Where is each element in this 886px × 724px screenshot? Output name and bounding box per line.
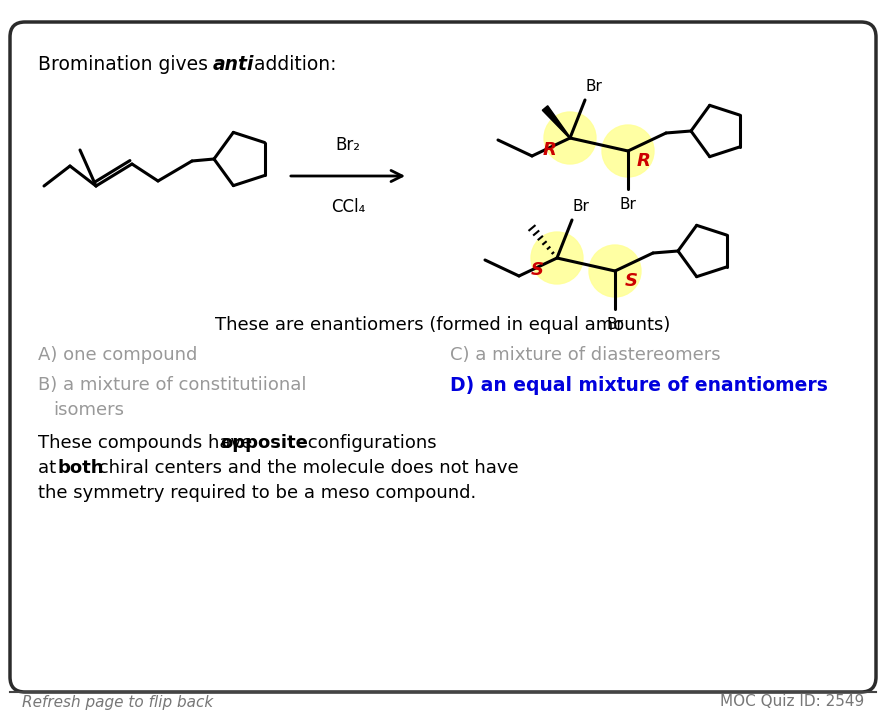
- Text: both: both: [58, 459, 105, 477]
- Text: opposite: opposite: [220, 434, 307, 452]
- Text: Br: Br: [586, 79, 602, 94]
- Text: anti: anti: [213, 54, 254, 74]
- Text: R: R: [637, 152, 651, 170]
- Circle shape: [531, 232, 583, 284]
- Text: These are enantiomers (formed in equal amounts): These are enantiomers (formed in equal a…: [215, 316, 671, 334]
- Circle shape: [602, 125, 654, 177]
- Text: C) a mixture of diastereomers: C) a mixture of diastereomers: [450, 346, 720, 364]
- Text: isomers: isomers: [53, 401, 124, 419]
- Text: Br: Br: [573, 199, 590, 214]
- Text: R: R: [543, 141, 557, 159]
- Text: S: S: [531, 261, 543, 279]
- Text: A) one compound: A) one compound: [38, 346, 198, 364]
- Text: MOC Quiz ID: 2549: MOC Quiz ID: 2549: [719, 694, 864, 710]
- Text: B) a mixture of constitutiional: B) a mixture of constitutiional: [38, 376, 307, 394]
- Text: Bromination gives: Bromination gives: [38, 54, 214, 74]
- Text: Br: Br: [619, 197, 636, 212]
- Text: chiral centers and the molecule does not have: chiral centers and the molecule does not…: [93, 459, 518, 477]
- Circle shape: [544, 112, 596, 164]
- Text: addition:: addition:: [248, 54, 337, 74]
- Text: CCl₄: CCl₄: [330, 198, 365, 216]
- Text: Br₂: Br₂: [336, 136, 361, 154]
- Text: D) an equal mixture of enantiomers: D) an equal mixture of enantiomers: [450, 376, 828, 395]
- Text: at: at: [38, 459, 62, 477]
- Text: the symmetry required to be a meso compound.: the symmetry required to be a meso compo…: [38, 484, 477, 502]
- FancyBboxPatch shape: [10, 22, 876, 692]
- Text: configurations: configurations: [302, 434, 437, 452]
- Text: Refresh page to flip back: Refresh page to flip back: [22, 694, 214, 710]
- Circle shape: [589, 245, 641, 297]
- Text: Br: Br: [607, 317, 624, 332]
- Polygon shape: [542, 106, 571, 138]
- Text: These compounds have: These compounds have: [38, 434, 258, 452]
- Text: S: S: [625, 272, 638, 290]
